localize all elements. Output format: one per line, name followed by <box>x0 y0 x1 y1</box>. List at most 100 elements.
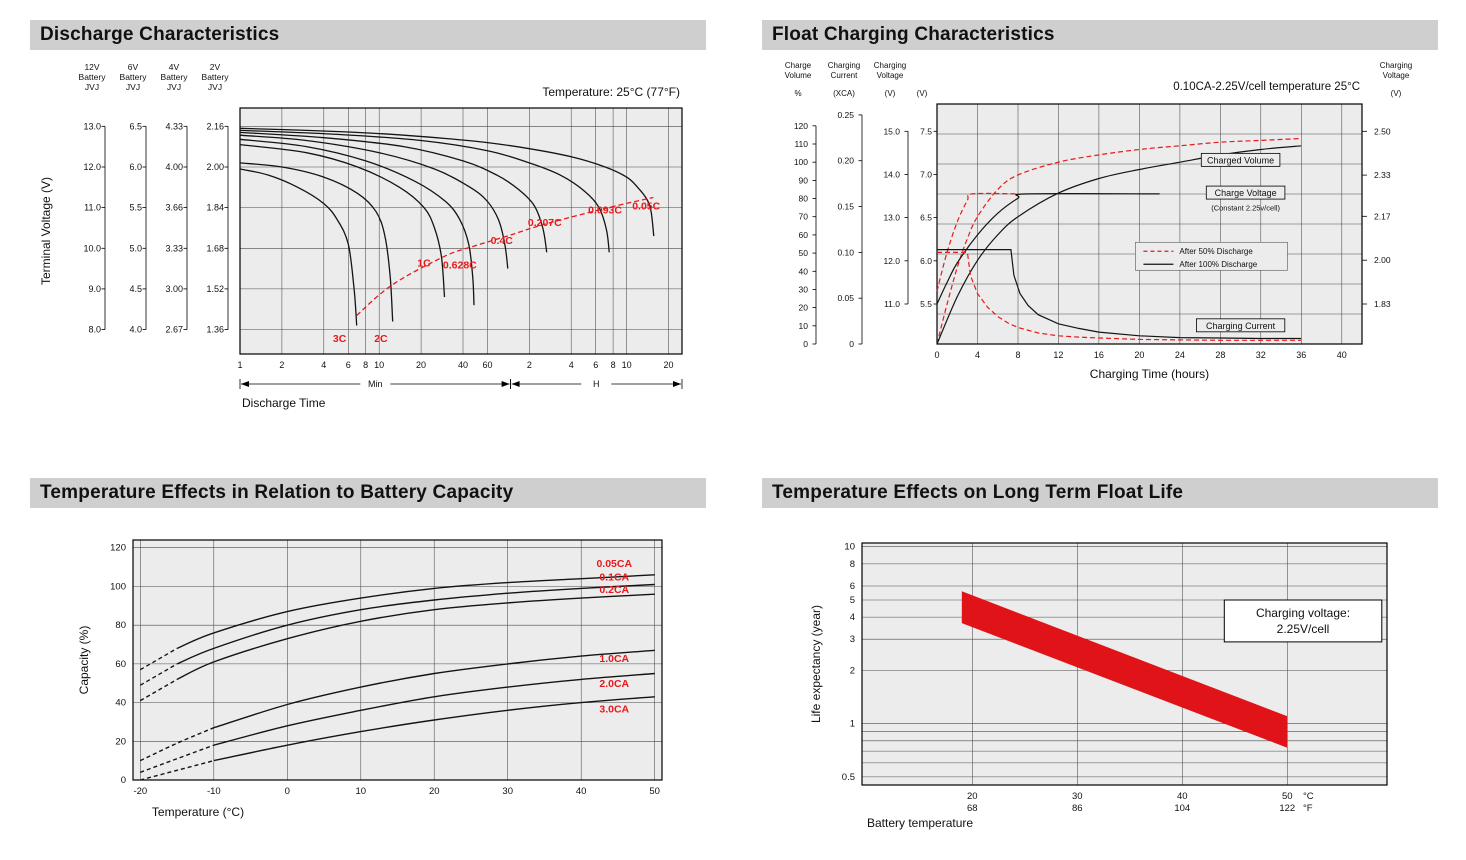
x-tick: 20 <box>416 360 426 370</box>
axis-tick: 0 <box>803 339 808 349</box>
axis-tick: 0.10 <box>837 247 854 257</box>
panel-title-temperature-capacity: Temperature Effects in Relation to Batte… <box>30 478 706 508</box>
axis-unit: (V) <box>885 89 896 98</box>
y-tick: 40 <box>115 698 126 709</box>
x-tick: 10 <box>355 786 366 797</box>
x-tick: 50 <box>649 786 660 797</box>
x-tick: 32 <box>1256 350 1266 360</box>
x-tick-celsius: 20 <box>967 791 978 802</box>
y-tick: 10 <box>844 542 855 553</box>
discharge-characteristics-chart: 1 2 4 6 8 10 20 40 60 2 4 6 8 10 20 Min H Discharge Time T… <box>39 62 683 410</box>
legend-label: After 100% Discharge <box>1179 260 1257 269</box>
axis-tick: 6.0 <box>920 256 932 266</box>
y-axis-label: Life expectancy (year) <box>809 605 823 723</box>
axis-tick: 2.17 <box>1374 211 1391 221</box>
x-tick: 0 <box>934 350 939 360</box>
axis-tick: 11.0 <box>884 299 900 309</box>
x-tick: 28 <box>1215 350 1225 360</box>
y-tick: 0 <box>121 775 126 786</box>
y-tick: 5 <box>850 595 855 606</box>
y-tick: 80 <box>115 620 126 631</box>
series-2.0CA <box>213 672 655 746</box>
axis-unit-label: Min <box>368 379 383 389</box>
x-axis-label: Battery temperature <box>867 816 973 830</box>
x-tick: 20 <box>1134 350 1144 360</box>
grid <box>239 108 682 354</box>
series-label: Charging Current <box>1206 321 1276 331</box>
y-tick: 100 <box>110 581 126 592</box>
y-tick: 3.66 <box>165 203 183 213</box>
y-tick: 2.67 <box>165 325 183 335</box>
y-tick: 6.5 <box>129 121 142 131</box>
x-tick: 16 <box>1094 350 1104 360</box>
series-charged-volume-after-50 <box>936 137 1302 345</box>
series-0.2CA-dashed <box>139 678 178 702</box>
axis-tick: 14.0 <box>883 169 900 179</box>
x-tick: 8 <box>363 360 368 370</box>
y-tick: 8.0 <box>88 325 101 335</box>
curve-label: 3.0CA <box>599 703 629 715</box>
axis-tick: 7.5 <box>920 126 932 136</box>
axis-tick: 12.0 <box>883 256 900 266</box>
x-tick-fahrenheit: 122 <box>1279 803 1295 814</box>
axis-unit: (V) <box>1391 89 1402 98</box>
legend-box <box>1135 241 1288 271</box>
x-tick-fahrenheit: 104 <box>1174 803 1190 814</box>
axis-tick: 0.20 <box>837 156 854 166</box>
y-tick: 5.5 <box>129 203 142 213</box>
x-tick-fahrenheit: 68 <box>967 803 978 814</box>
y-column-header: 4V <box>169 62 180 72</box>
series-0.207C <box>239 131 548 253</box>
curve-label: 0.207C <box>528 217 562 229</box>
y-tick: 60 <box>115 659 126 670</box>
y-tick: 2.16 <box>206 121 224 131</box>
x-tick: 20 <box>429 786 440 797</box>
axis-tick: 1.83 <box>1374 299 1391 309</box>
curve-label: 2C <box>374 333 388 345</box>
y-tick: 4.5 <box>129 284 142 294</box>
x-unit-fahrenheit: °F <box>1303 803 1313 814</box>
y-column-header: 12V <box>84 62 99 72</box>
series-label-box <box>1205 185 1286 200</box>
y-column-header: Battery <box>120 72 148 82</box>
y-tick: 1.36 <box>206 325 224 335</box>
axis-tick: 60 <box>799 230 809 240</box>
series-0.1CA-dashed <box>139 663 178 686</box>
y-tick: 2 <box>850 665 855 676</box>
panel-float-life: Temperature Effects on Long Term Float L… <box>762 478 1438 834</box>
axis-tick: 120 <box>794 121 808 131</box>
x-unit-celsius: °C <box>1303 791 1314 802</box>
y-column-header: JVJ <box>126 82 140 92</box>
x-tick: 40 <box>576 786 587 797</box>
axis-tick: 0 <box>849 339 854 349</box>
x-tick-labels: 1 2 4 6 8 10 20 40 60 2 4 6 8 10 20 <box>237 360 673 370</box>
axis-tick: 15.0 <box>883 126 900 136</box>
y-tick: 6.0 <box>129 162 142 172</box>
curve-label: 0.05CA <box>596 558 632 570</box>
x-axis-label: Temperature (°C) <box>152 805 244 819</box>
axis-range-arrow: Min <box>239 379 512 389</box>
x-tick: 8 <box>1015 350 1020 360</box>
y-column-header: JVJ <box>208 82 222 92</box>
curve-label: 1C <box>417 258 431 270</box>
plot-frame <box>239 107 683 355</box>
curve-label: 0.093C <box>588 205 622 217</box>
y-tick: 4.00 <box>165 162 183 172</box>
series-charge-voltage-after-50 <box>936 192 1019 292</box>
annotation-line: 2.25V/cell <box>1277 622 1330 636</box>
x-tick: 40 <box>458 360 468 370</box>
y-tick: 4.0 <box>129 325 142 335</box>
y-tick: 20 <box>115 736 126 747</box>
temperature-annotation: Temperature: 25°C (77°F) <box>542 85 680 99</box>
y-column-header: Battery <box>79 72 107 82</box>
panel-temperature-capacity: Temperature Effects in Relation to Batte… <box>30 478 706 834</box>
y-tick: 6 <box>850 581 855 592</box>
annotation-box <box>1223 599 1383 643</box>
axis-tick: 2.33 <box>1374 170 1391 180</box>
x-tick: 30 <box>502 786 513 797</box>
series-charging-current-after-100 <box>937 249 1302 340</box>
series-2.0CA-dashed <box>140 744 215 773</box>
